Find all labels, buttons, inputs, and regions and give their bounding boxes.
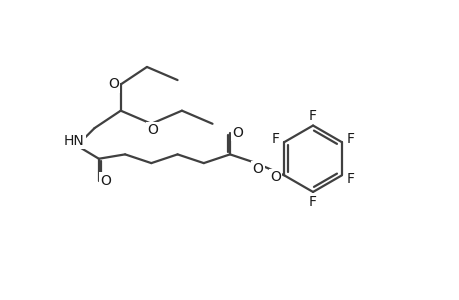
Text: O: O [232,125,243,140]
Text: O: O [146,123,157,137]
Text: O: O [100,174,111,188]
Text: HN: HN [64,134,84,148]
Text: F: F [346,172,354,186]
Text: F: F [308,195,316,208]
Text: O: O [108,77,119,92]
Text: F: F [346,132,354,145]
Text: O: O [269,170,280,184]
Text: F: F [308,109,316,123]
Text: F: F [271,132,279,145]
Text: O: O [252,162,263,176]
